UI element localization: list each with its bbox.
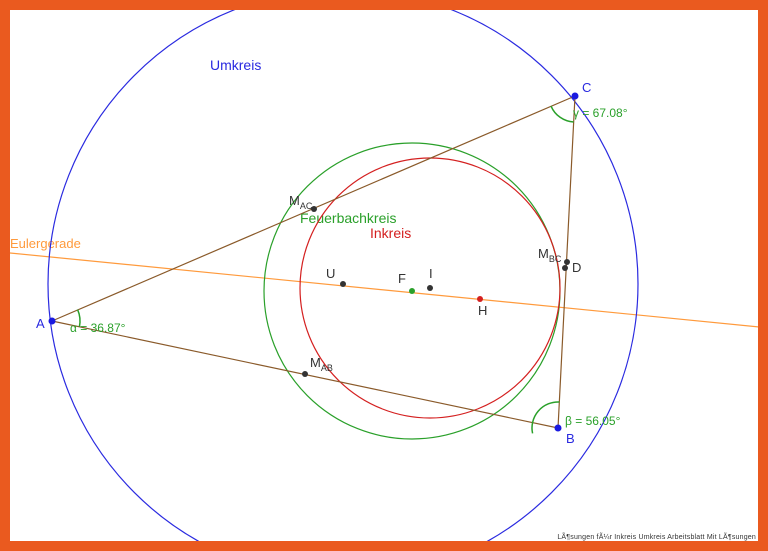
svg-text:F: F (398, 271, 406, 286)
geometry-stage: Eulergerade Umkreis FeuerbachkreisInkreis α… (10, 10, 758, 541)
svg-text:MAB: MAB (310, 355, 333, 373)
center-D (562, 265, 568, 271)
center-H (477, 296, 483, 302)
diagram-frame: Eulergerade Umkreis FeuerbachkreisInkreis α… (0, 0, 768, 551)
center-U (340, 281, 346, 287)
svg-text:Umkreis: Umkreis (210, 57, 261, 73)
svg-text:α = 36.87°: α = 36.87° (70, 321, 126, 335)
svg-text:Feuerbachkreis: Feuerbachkreis (300, 210, 397, 226)
center-I (427, 285, 433, 291)
svg-text:C: C (582, 80, 591, 95)
umkreis (48, 10, 638, 541)
svg-text:A: A (36, 316, 45, 331)
midpoint-M_AB (302, 371, 308, 377)
svg-text:Inkreis: Inkreis (370, 225, 411, 241)
svg-text:Eulergerade: Eulergerade (10, 236, 81, 251)
svg-text:γ = 67.08°: γ = 67.08° (573, 106, 628, 120)
svg-text:I: I (429, 266, 433, 281)
svg-text:B: B (566, 431, 575, 446)
caption: LÃ¶sungen fÃ¼r Inkreis Umkreis Arbeitsbl… (557, 534, 756, 541)
svg-text:MAC: MAC (289, 193, 313, 211)
vertex-C (572, 93, 579, 100)
vertex-A (49, 318, 56, 325)
vertex-B (555, 425, 562, 432)
svg-text:MBC: MBC (538, 246, 562, 264)
triangle (52, 96, 575, 428)
center-F (409, 288, 415, 294)
midpoint-M_BC (564, 259, 570, 265)
svg-text:U: U (326, 266, 335, 281)
svg-text:H: H (478, 303, 487, 318)
svg-text:β = 56.05°: β = 56.05° (565, 414, 621, 428)
svg-text:D: D (572, 260, 581, 275)
